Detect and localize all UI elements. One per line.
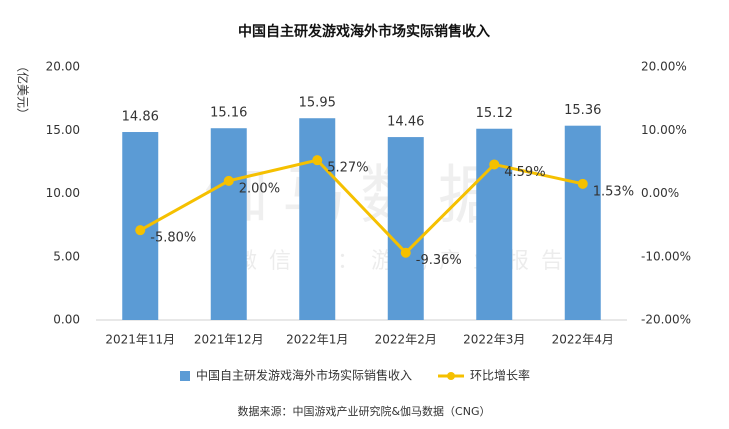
x-tick-label: 2022年3月 (463, 333, 525, 347)
line-value-label: 1.53% (593, 184, 634, 199)
y2-tick-label: -20.00% (641, 313, 691, 327)
y-tick-label: 5.00 (53, 249, 80, 263)
bar-value-label: 14.86 (122, 110, 159, 125)
line-value-label: -5.80% (150, 231, 196, 246)
bar (564, 125, 601, 320)
line-point (489, 159, 500, 170)
x-tick-label: 2022年2月 (375, 333, 437, 347)
bar-value-label: 14.46 (387, 115, 424, 130)
source: 数据来源：中国游戏产业研究院&伽马数据（CNG） (237, 404, 490, 418)
line-point (577, 178, 588, 189)
y-tick-label: 15.00 (46, 123, 80, 137)
line-point (135, 225, 146, 236)
x-tick-label: 2021年12月 (194, 333, 264, 347)
bar-value-label: 15.36 (564, 103, 601, 118)
bar (299, 118, 336, 320)
line-value-label: 2.00% (239, 181, 280, 196)
legend-swatch (180, 371, 190, 381)
legend-swatch (447, 372, 456, 380)
bar-value-label: 15.12 (476, 106, 513, 121)
line-value-label: 4.59% (504, 165, 545, 180)
line (139, 158, 584, 255)
y-axis-label: （亿美元） (16, 60, 31, 120)
bar-value-label: 15.16 (210, 106, 247, 121)
bar (476, 128, 513, 320)
line-point (223, 175, 234, 186)
x-tick-label: 2021年11月 (105, 333, 175, 347)
bar (387, 137, 424, 320)
y-tick-label: 20.00 (46, 60, 80, 74)
bar (210, 128, 247, 320)
line-value-label: -9.36% (416, 253, 462, 268)
y-tick-label: 0.00 (53, 313, 80, 327)
y2-tick-label: 0.00% (641, 186, 679, 200)
y-tick-label: 10.00 (46, 186, 80, 200)
y2-tick-label: 10.00% (641, 123, 687, 137)
x-tick-label: 2022年1月 (286, 333, 348, 347)
legend-label: 环比增长率 (470, 368, 530, 383)
chart-title: 中国自主研发游戏海外市场实际销售收入 (238, 23, 490, 40)
line-point (312, 155, 323, 166)
line-point (400, 247, 411, 258)
legend-label: 中国自主研发游戏海外市场实际销售收入 (196, 368, 412, 383)
bar-value-label: 15.95 (299, 96, 336, 111)
line-value-label: 5.27% (327, 161, 368, 176)
x-tick-label: 2022年4月 (552, 333, 614, 347)
y2-tick-label: 20.00% (641, 60, 687, 74)
y2-tick-label: -10.00% (641, 249, 691, 263)
